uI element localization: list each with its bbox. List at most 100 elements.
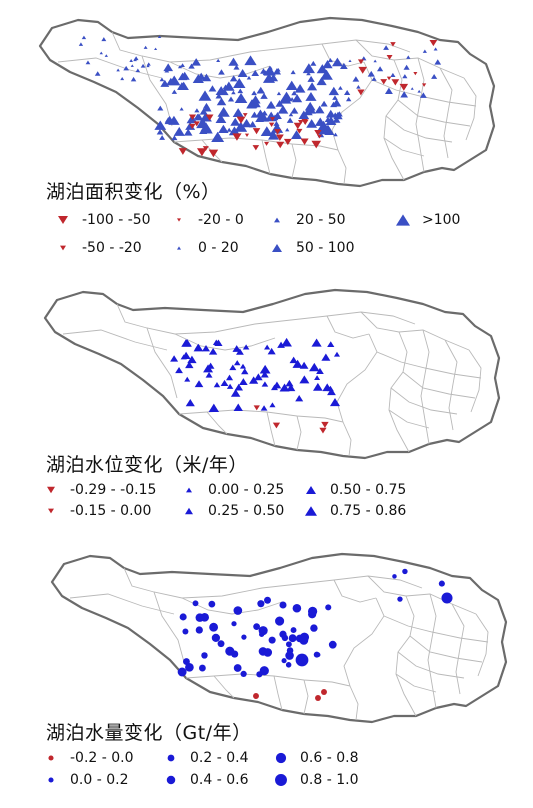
lake-marker	[239, 363, 247, 369]
lake-marker	[217, 640, 225, 648]
lake-marker	[301, 119, 309, 126]
lake-marker	[266, 100, 276, 109]
lake-marker	[182, 628, 189, 635]
lake-marker	[276, 91, 282, 96]
lake-marker	[222, 84, 229, 90]
lake-marker	[232, 133, 242, 141]
lake-marker	[275, 134, 284, 141]
lake-marker	[205, 372, 213, 378]
legend-marker	[177, 218, 181, 222]
lake-marker	[130, 64, 134, 67]
lake-marker	[216, 58, 221, 62]
lake-marker	[289, 356, 298, 364]
lake-marker	[85, 60, 91, 65]
lake-marker	[236, 348, 244, 355]
lake-marker	[403, 64, 410, 70]
lake-marker	[263, 648, 273, 657]
lake-marker	[259, 631, 265, 637]
lake-marker	[233, 78, 246, 88]
lake-marker	[307, 606, 318, 617]
lake-marker	[252, 145, 260, 151]
lake-marker	[290, 107, 299, 114]
lake-marker	[251, 69, 260, 76]
lake-marker	[208, 85, 217, 92]
legend-marker	[274, 217, 280, 223]
lake-marker	[229, 75, 238, 82]
lake-marker	[246, 100, 257, 109]
lake-marker	[339, 62, 348, 69]
lake-marker	[229, 364, 237, 371]
lake-marker	[185, 398, 195, 407]
lake-marker	[250, 111, 259, 118]
legend-marker	[166, 775, 176, 785]
lake-marker	[188, 63, 195, 69]
lake-marker	[156, 129, 164, 135]
legend-item: -0.15 - 0.00	[40, 503, 151, 519]
lake-marker	[164, 117, 172, 123]
lake-marker	[116, 68, 120, 72]
lake-marker	[185, 662, 194, 672]
lake-marker	[216, 97, 227, 106]
lake-marker	[242, 113, 248, 117]
legend-symbol-icon	[48, 508, 54, 514]
lake-marker	[240, 670, 247, 678]
lake-marker	[232, 345, 241, 352]
lake-marker	[306, 71, 311, 76]
lake-marker	[233, 64, 240, 70]
lake-marker	[253, 623, 260, 630]
lake-marker	[187, 355, 197, 364]
legend-item: 0.4 - 0.6	[160, 772, 248, 788]
legend-symbol-icon	[185, 507, 193, 515]
legend-item: 0.75 - 0.86	[300, 503, 406, 519]
lake-marker	[215, 114, 227, 123]
legend-marker	[275, 752, 287, 764]
legend-marker	[48, 777, 54, 783]
lake-marker	[200, 124, 213, 134]
lake-marker	[333, 132, 338, 137]
lake-marker	[286, 384, 296, 392]
lake-marker	[321, 353, 331, 361]
lake-marker	[208, 347, 218, 355]
legend-symbol-icon	[166, 775, 176, 785]
lake-marker	[94, 71, 101, 76]
lake-marker	[234, 360, 241, 366]
legend-marker	[47, 486, 55, 494]
legend-marker	[185, 507, 193, 515]
lake-marker	[285, 651, 294, 660]
lake-marker	[257, 600, 265, 608]
lake-marker	[292, 94, 303, 103]
map-area-base	[38, 16, 496, 188]
lake-marker	[205, 114, 214, 121]
lake-marker	[371, 76, 377, 81]
lake-marker	[321, 421, 329, 428]
legend-item: -100 - -50	[52, 212, 151, 228]
lake-marker	[316, 77, 327, 86]
lake-marker	[327, 388, 336, 396]
lake-marker	[328, 640, 337, 649]
lake-marker	[203, 364, 214, 373]
lake-marker	[177, 667, 187, 677]
lake-marker	[264, 344, 271, 350]
lake-marker	[295, 653, 309, 667]
lake-marker	[273, 111, 282, 120]
lake-marker	[177, 72, 188, 81]
lake-marker	[410, 87, 414, 90]
lake-marker	[246, 75, 252, 80]
lake-marker	[325, 604, 332, 611]
lake-marker	[159, 135, 166, 140]
lake-marker	[195, 626, 203, 634]
lake-marker	[275, 100, 284, 107]
lake-marker	[311, 338, 322, 347]
lake-marker	[321, 689, 327, 695]
lake-marker	[438, 580, 445, 587]
lake-marker	[260, 126, 273, 137]
lake-marker	[81, 35, 87, 40]
map-level-base	[43, 288, 501, 460]
lake-marker	[241, 368, 249, 375]
lake-marker	[201, 652, 208, 659]
lake-marker	[214, 339, 223, 347]
lake-marker	[289, 97, 295, 101]
lake-marker	[357, 89, 365, 96]
legend-item: 0.25 - 0.50	[178, 503, 284, 519]
